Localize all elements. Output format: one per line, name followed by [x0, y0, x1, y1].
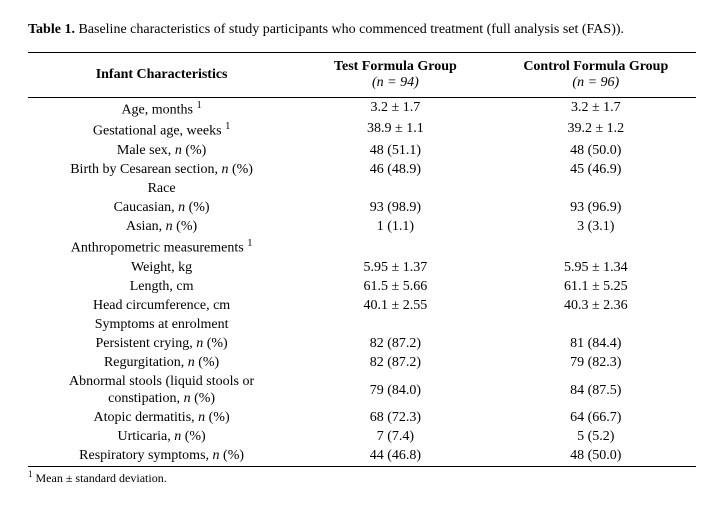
table-row: Gestational age, weeks 1 38.9 ± 1.139.2 … [28, 120, 696, 142]
table-row: Regurgitation, n (%) 82 (87.2)79 (82.3) [28, 353, 696, 372]
table-row: Anthropometric measurements 1 [28, 237, 696, 259]
table-row: Age, months 1 3.2 ± 1.73.2 ± 1.7 [28, 98, 696, 120]
table-row: Atopic dermatitis, n (%) 68 (72.3)64 (66… [28, 409, 696, 428]
baseline-table: Infant Characteristics Test Formula Grou… [28, 52, 696, 467]
table-row: Weight, kg5.95 ± 1.375.95 ± 1.34 [28, 258, 696, 277]
table-row: Head circumference, cm40.1 ± 2.5540.3 ± … [28, 296, 696, 315]
table-row: Respiratory symptoms, n (%) 44 (46.8)48 … [28, 447, 696, 467]
table-row: Race [28, 180, 696, 199]
caption-text: Baseline characteristics of study partic… [75, 22, 624, 37]
header-col1: Test Formula Group (n = 94) [295, 53, 495, 98]
caption-label: Table 1. [28, 22, 75, 37]
table-footnote: 1 Mean ± standard deviation. [28, 469, 696, 486]
table-row: Male sex, n (%) 48 (51.1)48 (50.0) [28, 142, 696, 161]
table-caption: Table 1. Baseline characteristics of stu… [28, 20, 696, 40]
table-row: Symptoms at enrolment [28, 315, 696, 334]
header-col0: Infant Characteristics [28, 53, 295, 98]
table-row: Birth by Cesarean section, n (%) 46 (48.… [28, 161, 696, 180]
table-row: Caucasian, n (%) 93 (98.9)93 (96.9) [28, 199, 696, 218]
table-row: Length, cm61.5 ± 5.6661.1 ± 5.25 [28, 277, 696, 296]
table-row: Persistent crying, n (%) 82 (87.2)81 (84… [28, 334, 696, 353]
header-col2: Control Formula Group (n = 96) [496, 53, 696, 98]
table-row: Abnormal stools (liquid stools or consti… [28, 372, 696, 409]
table-row: Urticaria, n (%) 7 (7.4)5 (5.2) [28, 428, 696, 447]
header-row: Infant Characteristics Test Formula Grou… [28, 53, 696, 98]
table-row: Asian, n (%) 1 (1.1)3 (3.1) [28, 218, 696, 237]
